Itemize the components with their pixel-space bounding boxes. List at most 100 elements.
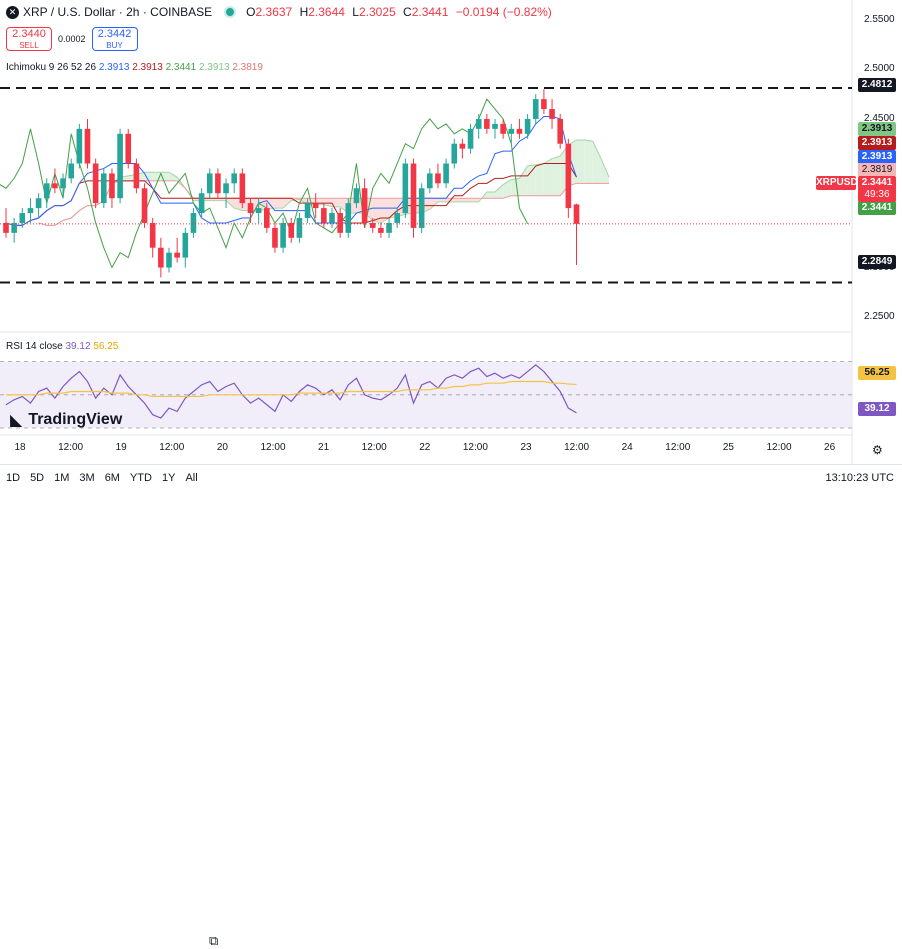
- rsi-ma-value: 56.25: [93, 341, 119, 352]
- candle-body: [215, 173, 221, 194]
- candle: [133, 158, 140, 194]
- cloud-segment: [437, 198, 447, 202]
- candle-body: [353, 188, 360, 204]
- gear-icon[interactable]: ⚙: [872, 443, 883, 457]
- candle: [353, 183, 360, 209]
- candle-body: [345, 203, 352, 233]
- symbol-header: ✕ XRP / U.S. Dollar · 2h · COINBASE O2.3…: [6, 5, 556, 19]
- price-tick: 2.4500: [864, 112, 895, 124]
- candle-body: [125, 133, 132, 164]
- candle: [247, 198, 254, 223]
- utc-clock[interactable]: 13:10:23 UTC: [825, 472, 894, 484]
- cloud-segment: [429, 198, 438, 210]
- time-tick: 12:00: [665, 442, 691, 453]
- candle: [11, 218, 17, 243]
- date-range-icon[interactable]: ⧉: [209, 933, 219, 948]
- timeframe-button[interactable]: 1D: [6, 472, 21, 484]
- timeframe-button[interactable]: 1M: [54, 472, 70, 484]
- timeframe-button[interactable]: 3M: [79, 472, 95, 484]
- time-tick: 12:00: [462, 442, 488, 453]
- candle: [329, 208, 335, 228]
- ichimoku-value: 2.3913: [196, 62, 230, 73]
- price-label: 2.3913: [858, 136, 896, 150]
- time-tick: 26: [824, 442, 836, 453]
- time-tick: 24: [621, 442, 633, 453]
- candle: [312, 193, 319, 218]
- candle-body: [296, 218, 303, 238]
- candle-body: [435, 173, 441, 184]
- rsi-price-label: 39.12: [858, 402, 896, 416]
- buy-button[interactable]: 2.3442 BUY: [91, 27, 138, 51]
- candle: [337, 208, 343, 238]
- time-tick: 12:00: [260, 442, 286, 453]
- candle-body: [467, 128, 474, 149]
- cloud-segment: [576, 140, 585, 184]
- candle: [386, 218, 392, 238]
- candle-body: [402, 163, 409, 214]
- candle-body: [475, 118, 482, 129]
- price-label: 2.3441: [858, 201, 896, 215]
- timeframe-button[interactable]: 6M: [104, 472, 120, 484]
- timeframe-button[interactable]: 1Y: [161, 472, 176, 484]
- symbol-price-tag: XRPUSD: [816, 176, 858, 190]
- candle: [215, 168, 221, 199]
- ohlc-values: O2.3637 H2.3644 L2.3025 C2.3441 −0.0194 …: [246, 5, 552, 19]
- chart-canvas[interactable]: [0, 0, 902, 490]
- candle-body: [84, 128, 91, 164]
- market-status-icon[interactable]: [224, 6, 237, 18]
- timeframe-button[interactable]: All: [185, 472, 198, 484]
- candle-body: [524, 118, 531, 134]
- candle-body: [549, 109, 555, 119]
- candle-body: [500, 123, 506, 134]
- candle: [101, 168, 107, 209]
- cloud-segment: [503, 179, 512, 199]
- candle-body: [264, 208, 270, 228]
- candle: [35, 193, 42, 218]
- candle: [475, 114, 482, 139]
- rsi-legend[interactable]: RSI 14 close 39.12 56.25: [6, 341, 119, 352]
- candle-body: [516, 128, 523, 134]
- candle: [43, 178, 50, 209]
- candle: [443, 158, 449, 189]
- cloud-segment: [527, 164, 536, 196]
- candle-body: [133, 163, 140, 189]
- cloud-segment: [274, 198, 284, 209]
- candle-body: [141, 188, 148, 223]
- ichimoku-legend[interactable]: Ichimoku 9 26 52 26 2.3913 2.3913 2.3441…: [6, 62, 263, 73]
- trade-panel: 2.3440 SELL 0.0002 2.3442 BUY: [6, 27, 138, 51]
- candle-body: [101, 173, 107, 204]
- candle: [84, 118, 91, 169]
- cloud-segment: [584, 140, 593, 184]
- candle-body: [239, 173, 246, 204]
- candle: [451, 138, 458, 169]
- candle-body: [321, 208, 327, 223]
- candle-body: [427, 173, 433, 189]
- tradingview-mark-icon: ◣: [10, 412, 23, 429]
- ichimoku-value: 2.3441: [162, 62, 197, 73]
- rsi-ma-line: [6, 380, 577, 398]
- time-tick: 12:00: [361, 442, 387, 453]
- candle: [280, 218, 286, 253]
- sell-button[interactable]: 2.3440 SELL: [6, 27, 52, 51]
- symbol-title[interactable]: XRP / U.S. Dollar · 2h · COINBASE: [23, 5, 213, 19]
- candle-body: [109, 173, 115, 199]
- time-tick: 22: [419, 442, 431, 453]
- time-tick: 12:00: [564, 442, 590, 453]
- candle: [296, 213, 303, 243]
- ichimoku-value: 2.3913: [98, 62, 130, 73]
- candle-body: [231, 173, 237, 184]
- tradingview-logo[interactable]: ◣ TradingView: [10, 411, 123, 429]
- candle-body: [378, 227, 384, 233]
- candle: [125, 128, 132, 169]
- rsi-pane: [0, 361, 852, 429]
- candle: [68, 158, 74, 184]
- cloud-segment: [209, 198, 218, 201]
- cloud-segment: [495, 184, 504, 199]
- candle-body: [451, 143, 458, 164]
- candle-body: [288, 222, 295, 238]
- timeframe-button[interactable]: YTD: [129, 472, 152, 484]
- candle: [52, 168, 58, 194]
- price-label: 2.3913: [858, 122, 896, 136]
- time-tick: 20: [216, 442, 228, 453]
- timeframe-button[interactable]: 5D: [30, 472, 45, 484]
